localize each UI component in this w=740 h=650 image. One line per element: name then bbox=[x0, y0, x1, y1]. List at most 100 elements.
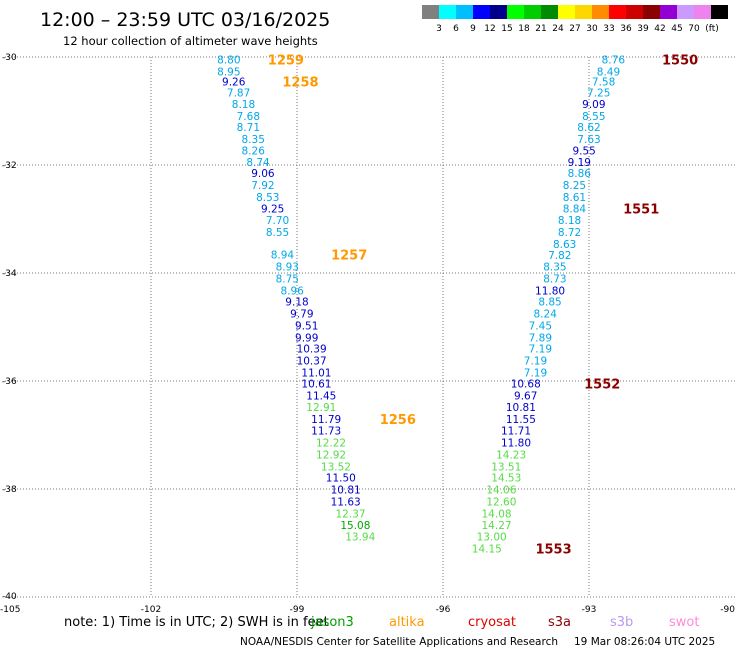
wave-height-value: 9.26 bbox=[222, 76, 246, 88]
footer-note: note: 1) Time is in UTC; 2) SWH is in fe… bbox=[64, 615, 329, 630]
wave-height-value: 9.06 bbox=[251, 168, 275, 180]
wave-height-value: 9.25 bbox=[261, 204, 284, 216]
colorbar-swatch bbox=[575, 5, 592, 19]
colorbar-swatch bbox=[677, 5, 694, 19]
colorbar-swatch bbox=[524, 5, 541, 19]
colorbar-label: 18 bbox=[518, 24, 530, 34]
wave-height-value: 8.84 bbox=[563, 204, 587, 216]
colorbar-swatch bbox=[541, 5, 558, 19]
colorbar-swatch bbox=[507, 5, 524, 19]
wave-height-value: 8.80 bbox=[217, 55, 240, 67]
wave-height-value: 8.25 bbox=[563, 180, 586, 192]
colorbar-label: 36 bbox=[620, 24, 632, 34]
colorbar-label: 6 bbox=[453, 24, 459, 34]
wave-height-value: 8.94 bbox=[271, 250, 295, 262]
x-tick-label: -102 bbox=[141, 605, 161, 615]
wave-height-value: 11.50 bbox=[326, 473, 356, 485]
wave-height-value: 8.55 bbox=[266, 227, 289, 239]
axis-tick-labels: -105 -102 -99 -96 -93 -90 -30 -32 -34 -36 -38 -40 bbox=[0, 53, 735, 615]
colorbar-label: 21 bbox=[535, 24, 546, 34]
wave-height-value: 7.87 bbox=[227, 88, 250, 100]
wave-height-value: 14.06 bbox=[486, 485, 516, 497]
wave-height-colorbar: 3 6 9 12 15 18 21 24 27 30 33 36 39 42 45 70 (ft) bbox=[422, 5, 728, 34]
legend-entry: s3a bbox=[548, 615, 571, 630]
wave-height-value: 14.08 bbox=[482, 508, 512, 520]
wave-height-value: 7.63 bbox=[577, 134, 600, 146]
y-tick-label: -36 bbox=[2, 377, 17, 387]
wave-height-value: 12.37 bbox=[336, 508, 366, 520]
pass-number-label: 1258 bbox=[282, 75, 318, 90]
wave-height-value: 7.25 bbox=[587, 88, 610, 100]
map-gridlines bbox=[5, 56, 735, 598]
pass-number-label: 1256 bbox=[380, 413, 416, 428]
y-tick-label: -34 bbox=[2, 269, 17, 279]
wave-height-value: 8.95 bbox=[217, 67, 240, 79]
colorbar-swatch bbox=[439, 5, 456, 19]
wave-height-value: 7.92 bbox=[251, 180, 274, 192]
wave-height-value: 9.55 bbox=[572, 145, 595, 157]
wave-height-value: 12.91 bbox=[306, 402, 336, 414]
wave-height-points: 8.808.959.267.878.187.688.718.358.268.74… bbox=[217, 55, 625, 556]
wave-height-value: 9.79 bbox=[290, 309, 313, 321]
colorbar-label: 45 bbox=[671, 24, 682, 34]
satellite-pass-labels: 1259 1258 1257 1256 1550 1551 1552 1553 bbox=[268, 54, 698, 558]
wave-height-value: 9.19 bbox=[568, 157, 591, 169]
colorbar-unit: (ft) bbox=[705, 24, 719, 34]
pass-number-label: 1553 bbox=[535, 542, 571, 557]
colorbar-swatch bbox=[473, 5, 490, 19]
y-tick-label: -30 bbox=[2, 53, 17, 63]
wave-height-value: 11.80 bbox=[535, 285, 565, 297]
colorbar-swatch bbox=[643, 5, 660, 19]
footer-credit: NOAA/NESDIS Center for Satellite Applica… bbox=[240, 636, 558, 648]
wave-height-value: 9.51 bbox=[295, 320, 318, 332]
wave-height-value: 9.99 bbox=[295, 332, 318, 344]
wave-height-value: 7.82 bbox=[548, 250, 571, 262]
wave-height-value: 8.74 bbox=[246, 157, 270, 169]
satellite-legend: jason3 altika cryosat s3a s3b swot bbox=[310, 615, 699, 630]
wave-height-value: 13.52 bbox=[321, 461, 351, 473]
colorbar-label: 15 bbox=[501, 24, 512, 34]
x-tick-label: -96 bbox=[436, 605, 451, 615]
legend-entry: swot bbox=[669, 615, 699, 630]
wave-height-value: 8.49 bbox=[597, 67, 620, 79]
colorbar-swatch bbox=[694, 5, 711, 19]
colorbar-swatch bbox=[711, 5, 728, 19]
colorbar-swatch bbox=[609, 5, 626, 19]
footer-timestamp: 19 Mar 08:26:04 UTC 2025 bbox=[574, 636, 715, 648]
colorbar-label: 39 bbox=[637, 24, 649, 34]
wave-height-value: 8.85 bbox=[538, 297, 561, 309]
wave-height-value: 8.71 bbox=[237, 122, 260, 134]
wave-height-value: 11.01 bbox=[301, 367, 331, 379]
pass-number-label: 1550 bbox=[662, 54, 698, 69]
wave-height-value: 8.26 bbox=[242, 145, 266, 157]
wave-height-value: 10.81 bbox=[506, 402, 536, 414]
wave-height-value: 8.73 bbox=[543, 273, 566, 285]
wave-height-value: 8.63 bbox=[553, 239, 576, 251]
wave-height-value: 9.67 bbox=[514, 391, 537, 403]
legend-entry: s3b bbox=[610, 615, 633, 630]
pass-number-label: 1259 bbox=[268, 54, 304, 69]
wave-height-value: 8.76 bbox=[602, 55, 626, 67]
wave-height-value: 13.51 bbox=[491, 461, 521, 473]
x-tick-label: -93 bbox=[582, 605, 597, 615]
wave-height-value: 11.45 bbox=[306, 391, 336, 403]
colorbar-label: 70 bbox=[688, 24, 700, 34]
chart-title: 12:00 – 23:59 UTC 03/16/2025 bbox=[40, 9, 330, 31]
wave-height-value: 7.58 bbox=[592, 76, 615, 88]
colorbar-label: 24 bbox=[552, 24, 564, 34]
wave-height-value: 14.23 bbox=[496, 449, 526, 461]
wave-height-value: 13.00 bbox=[477, 532, 507, 544]
chart-subtitle: 12 hour collection of altimeter wave hei… bbox=[63, 34, 318, 48]
colorbar-label: 42 bbox=[654, 24, 665, 34]
colorbar-swatch bbox=[456, 5, 473, 19]
wave-height-value: 9.09 bbox=[582, 99, 605, 111]
wave-height-value: 8.53 bbox=[256, 192, 279, 204]
pass-number-label: 1552 bbox=[584, 378, 620, 393]
wave-height-value: 8.93 bbox=[276, 262, 299, 274]
wave-height-value: 8.18 bbox=[232, 99, 255, 111]
wave-height-value: 15.08 bbox=[340, 520, 370, 532]
colorbar-swatch bbox=[558, 5, 575, 19]
colorbar-swatch bbox=[490, 5, 507, 19]
wave-height-value: 8.35 bbox=[543, 262, 566, 274]
